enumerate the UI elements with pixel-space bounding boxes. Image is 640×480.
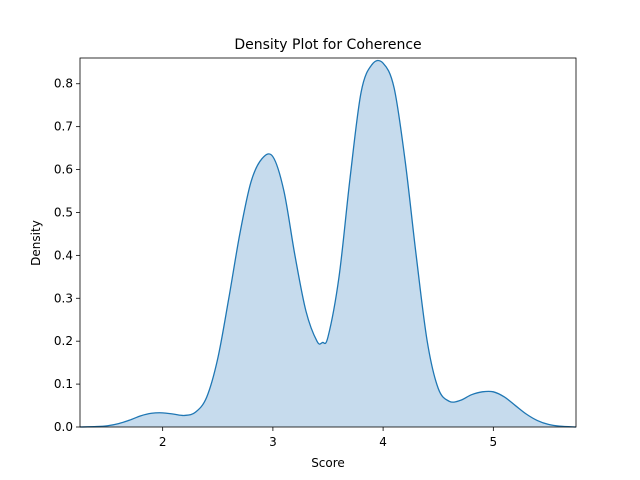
y-tick-label: 0.1 (54, 377, 73, 391)
x-tick-label: 4 (379, 435, 387, 449)
y-axis-label: Density (29, 220, 43, 266)
axes-frame (79, 57, 577, 428)
x-tick-label: 5 (490, 435, 498, 449)
x-axis-ticks: 2 3 4 5 (159, 427, 497, 449)
plot-area (79, 59, 577, 428)
x-tick-label: 2 (159, 435, 167, 449)
density-fill-area (80, 60, 576, 428)
y-tick-label: 0.4 (54, 248, 73, 262)
x-tick-label: 3 (269, 435, 277, 449)
y-tick-label: 0.5 (54, 205, 73, 219)
density-line (79, 59, 577, 428)
y-tick-label: 0.7 (54, 120, 73, 134)
y-axis-ticks: 0.0 0.1 0.2 0.3 0.4 0.5 0.6 0.7 0.8 (54, 77, 80, 434)
x-axis-label: Score (311, 456, 345, 470)
y-tick-label: 0.6 (54, 163, 73, 177)
y-tick-label: 0.0 (54, 420, 73, 434)
chart-title: Density Plot for Coherence (234, 37, 421, 53)
y-tick-label: 0.2 (54, 334, 73, 348)
y-tick-label: 0.3 (54, 291, 73, 305)
y-tick-label: 0.8 (54, 77, 73, 91)
